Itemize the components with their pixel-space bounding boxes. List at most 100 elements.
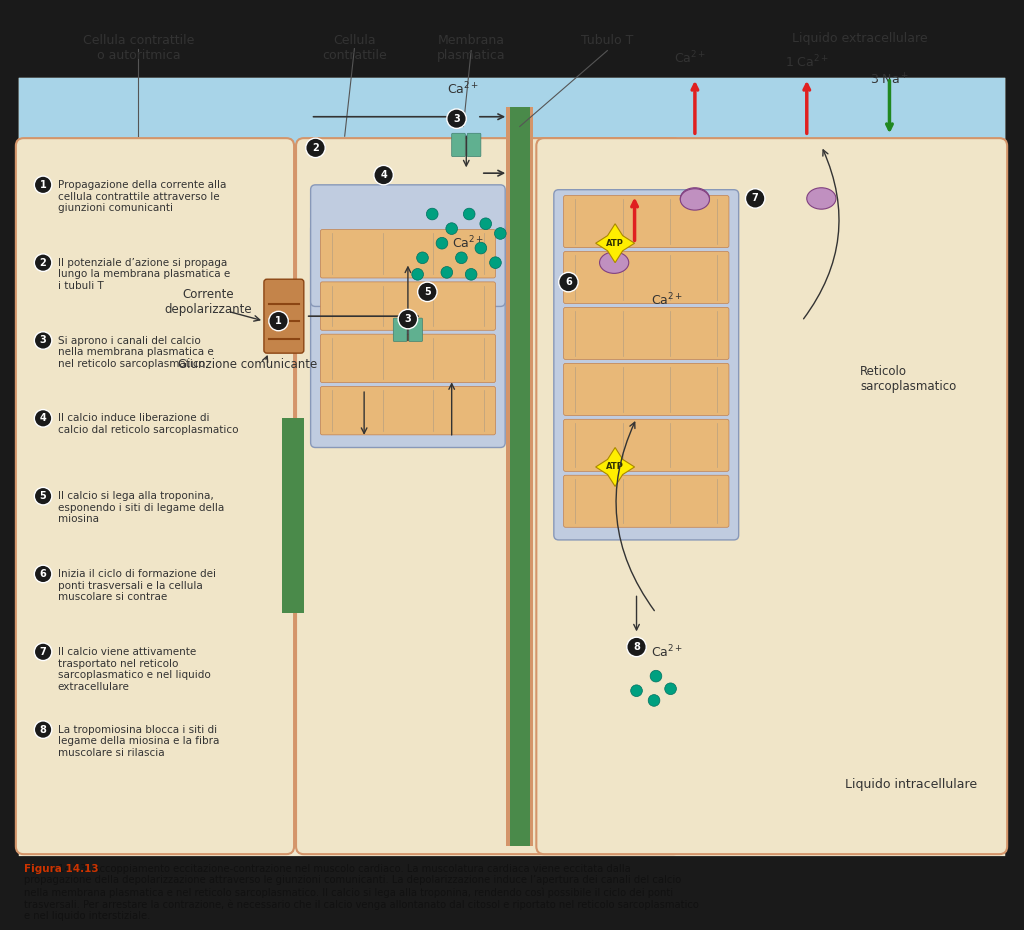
Text: Figura 14.13  Accoppiamento eccitazione-contrazione nel muscolo cardiaco. La mus: Figura 14.13 Accoppiamento eccitazione-c… bbox=[24, 864, 698, 922]
Text: Inizia il ciclo di formazione dei
ponti trasversali e la cellula
muscolare si co: Inizia il ciclo di formazione dei ponti … bbox=[57, 569, 216, 603]
Text: 5: 5 bbox=[40, 491, 46, 501]
Circle shape bbox=[665, 683, 677, 695]
FancyBboxPatch shape bbox=[321, 334, 496, 382]
Text: Giunzione comunicante: Giunzione comunicante bbox=[178, 358, 317, 371]
FancyBboxPatch shape bbox=[554, 190, 738, 540]
Circle shape bbox=[441, 267, 453, 278]
Text: Propagazione della corrente alla
cellula contrattile attraverso le
giunzioni com: Propagazione della corrente alla cellula… bbox=[57, 180, 226, 213]
Circle shape bbox=[559, 272, 579, 292]
Text: 7: 7 bbox=[40, 646, 46, 657]
FancyBboxPatch shape bbox=[409, 318, 423, 341]
Circle shape bbox=[35, 565, 52, 583]
Text: Ca$^{2+}$: Ca$^{2+}$ bbox=[674, 49, 707, 66]
Text: 2: 2 bbox=[40, 258, 46, 268]
Text: 6: 6 bbox=[565, 277, 571, 287]
FancyBboxPatch shape bbox=[15, 139, 294, 854]
Text: Tubulo T: Tubulo T bbox=[582, 34, 634, 47]
Circle shape bbox=[412, 269, 424, 280]
Circle shape bbox=[35, 487, 52, 505]
Text: Liquido intracellulare: Liquido intracellulare bbox=[845, 778, 977, 791]
Circle shape bbox=[480, 218, 492, 230]
Circle shape bbox=[268, 312, 288, 331]
FancyBboxPatch shape bbox=[467, 133, 481, 156]
Circle shape bbox=[463, 208, 475, 219]
Circle shape bbox=[417, 252, 428, 263]
FancyBboxPatch shape bbox=[264, 279, 304, 353]
Text: 4: 4 bbox=[40, 413, 46, 423]
Text: 8: 8 bbox=[633, 642, 640, 652]
Ellipse shape bbox=[807, 188, 836, 209]
Text: 8: 8 bbox=[40, 724, 46, 735]
Circle shape bbox=[35, 176, 52, 193]
Text: 3: 3 bbox=[40, 336, 46, 345]
Circle shape bbox=[35, 332, 52, 350]
Text: Liquido extracellulare: Liquido extracellulare bbox=[793, 33, 928, 45]
Text: Si aprono i canali del calcio
nella membrana plasmatica e
nel reticolo sarcoplas: Si aprono i canali del calcio nella memb… bbox=[57, 336, 213, 369]
Text: Ca$^{2+}$: Ca$^{2+}$ bbox=[447, 81, 479, 98]
Ellipse shape bbox=[680, 189, 710, 210]
FancyBboxPatch shape bbox=[563, 251, 729, 303]
Circle shape bbox=[627, 637, 646, 657]
Circle shape bbox=[436, 237, 447, 249]
FancyBboxPatch shape bbox=[563, 475, 729, 527]
Text: ATP: ATP bbox=[606, 462, 624, 472]
Text: ATP: ATP bbox=[606, 239, 624, 247]
Polygon shape bbox=[596, 224, 635, 262]
Polygon shape bbox=[596, 447, 635, 486]
FancyBboxPatch shape bbox=[393, 318, 407, 341]
Circle shape bbox=[398, 310, 418, 329]
Text: Ca$^{2+}$: Ca$^{2+}$ bbox=[452, 235, 484, 251]
Bar bbox=[510, 107, 529, 846]
Circle shape bbox=[456, 252, 467, 263]
FancyBboxPatch shape bbox=[563, 364, 729, 416]
Text: 4: 4 bbox=[380, 170, 387, 180]
Text: Ca$^{2+}$: Ca$^{2+}$ bbox=[651, 644, 683, 660]
FancyBboxPatch shape bbox=[296, 139, 681, 854]
Text: 1: 1 bbox=[40, 179, 46, 190]
Circle shape bbox=[650, 671, 662, 682]
Circle shape bbox=[35, 254, 52, 272]
Ellipse shape bbox=[680, 188, 710, 209]
FancyBboxPatch shape bbox=[563, 195, 729, 247]
Circle shape bbox=[374, 166, 393, 185]
Circle shape bbox=[465, 269, 477, 280]
FancyBboxPatch shape bbox=[537, 139, 1008, 854]
Ellipse shape bbox=[600, 252, 629, 273]
FancyBboxPatch shape bbox=[321, 282, 496, 330]
Circle shape bbox=[475, 242, 486, 254]
Circle shape bbox=[445, 223, 458, 234]
Text: Membrana
plasmatica: Membrana plasmatica bbox=[437, 34, 506, 62]
FancyBboxPatch shape bbox=[321, 387, 496, 435]
Circle shape bbox=[745, 189, 765, 208]
Circle shape bbox=[631, 684, 642, 697]
Circle shape bbox=[495, 228, 506, 239]
FancyBboxPatch shape bbox=[18, 78, 1006, 857]
Circle shape bbox=[35, 721, 52, 738]
Text: Il calcio induce liberazione di
calcio dal reticolo sarcoplasmatico: Il calcio induce liberazione di calcio d… bbox=[57, 414, 239, 435]
Text: 7: 7 bbox=[752, 193, 759, 204]
Text: Il potenziale d’azione si propaga
lungo la membrana plasmatica e
i tubuli T: Il potenziale d’azione si propaga lungo … bbox=[57, 258, 230, 291]
Text: Reticolo
sarcoplasmatico: Reticolo sarcoplasmatico bbox=[860, 365, 956, 393]
FancyBboxPatch shape bbox=[452, 133, 465, 156]
Text: Corrente
depolarizzante: Corrente depolarizzante bbox=[165, 287, 252, 315]
Circle shape bbox=[35, 643, 52, 660]
Bar bbox=[529, 107, 534, 846]
Text: Ca$^{2+}$: Ca$^{2+}$ bbox=[651, 291, 683, 308]
FancyBboxPatch shape bbox=[18, 78, 1006, 146]
Circle shape bbox=[426, 208, 438, 219]
Text: 1 Ca$^{2+}$: 1 Ca$^{2+}$ bbox=[784, 53, 828, 70]
Circle shape bbox=[446, 109, 466, 128]
FancyBboxPatch shape bbox=[310, 185, 505, 307]
Bar bbox=[506, 107, 510, 846]
Text: 6: 6 bbox=[40, 569, 46, 579]
Text: 3: 3 bbox=[404, 314, 412, 324]
Circle shape bbox=[418, 282, 437, 301]
Text: Cellula contrattile
o autoritmica: Cellula contrattile o autoritmica bbox=[83, 34, 195, 62]
Text: Cellula
contrattile: Cellula contrattile bbox=[322, 34, 387, 62]
Text: 3 Na$^+$: 3 Na$^+$ bbox=[870, 73, 909, 87]
Circle shape bbox=[489, 257, 502, 269]
Text: 1: 1 bbox=[275, 316, 282, 326]
Text: Il calcio si lega alla troponina,
esponendo i siti di legame della
miosina: Il calcio si lega alla troponina, espone… bbox=[57, 491, 224, 525]
Bar bbox=[283, 418, 304, 613]
Text: 5: 5 bbox=[424, 286, 431, 297]
